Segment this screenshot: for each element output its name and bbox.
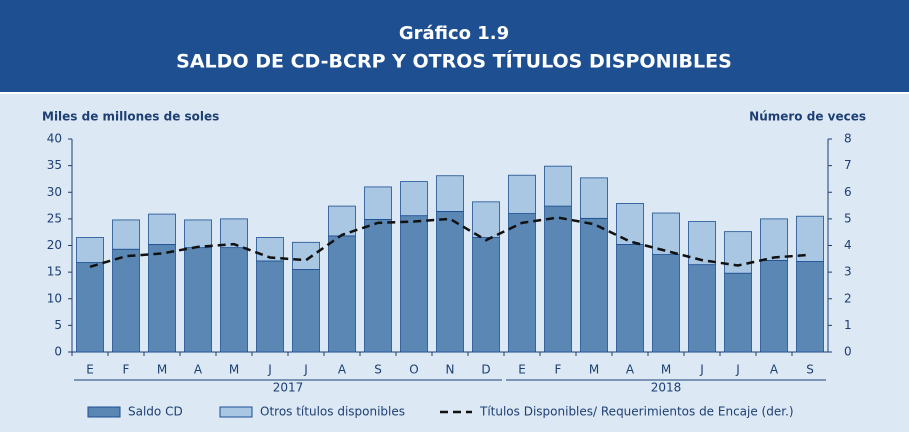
x-tick-label: J [303,363,308,377]
y-tick-label: 35 [47,158,62,172]
bar-segment [112,219,140,250]
y-tick-label: 25 [47,211,62,225]
legend-swatch [87,406,121,418]
bar-segment [400,215,428,353]
x-tick-label: F [123,363,130,377]
x-tick-label: J [267,363,272,377]
y-axis-label: Miles de millones de soles [42,110,219,124]
bar-segment [328,235,356,353]
bar-segment [616,244,644,353]
x-tick-label: F [555,363,562,377]
bar-segment [220,218,248,249]
year-label: 2017 [273,381,304,395]
bar-segment [400,181,428,217]
x-tick-label: M [589,363,599,377]
legend-swatch [219,406,253,418]
bar-segment [760,260,788,353]
bar-segment [292,269,320,353]
bar-segment [256,237,284,262]
ratio-line [89,216,811,268]
x-tick-label: M [229,363,239,377]
bar-segment [436,211,464,353]
bar-segment [796,215,824,262]
y-tick-label: 0 [54,345,62,359]
y-tick-label: 30 [47,185,62,199]
y2-tick-label: 2 [844,291,852,305]
y2-tick-label: 3 [844,265,852,279]
x-tick-label: N [446,363,455,377]
bar-segment [76,237,104,263]
bar-segment [364,186,392,220]
x-tick-label: D [481,363,490,377]
bar-segment [112,248,140,353]
x-tick-label: S [806,363,814,377]
y2-tick-label: 1 [844,318,852,332]
bar-segment [508,213,536,353]
bar-segment [544,205,572,353]
chart-subtitle: SALDO DE CD-BCRP Y OTROS TÍTULOS DISPONI… [176,50,732,73]
bar-segment [580,217,608,353]
y-tick-label: 40 [47,132,62,146]
y-tick-label: 15 [47,265,62,279]
x-tick-label: A [770,363,779,377]
y2-tick-label: 0 [844,345,852,359]
bar-segment [652,212,680,255]
y2-tick-label: 4 [844,238,852,252]
y2-tick-label: 8 [844,132,852,146]
bar-segment [364,219,392,353]
header-band [0,0,909,92]
x-tick-label: J [735,363,740,377]
bar-segment [688,264,716,353]
x-tick-label: E [518,363,526,377]
x-tick-label: O [409,363,418,377]
bar-segment [724,272,752,353]
y2-tick-label: 5 [844,211,852,225]
bar-segment [580,177,608,219]
legend-label: Títulos Disponibles/ Requerimientos de E… [479,405,794,419]
year-label: 2018 [651,381,682,395]
x-tick-label: A [338,363,347,377]
bar-segment [472,201,500,238]
bar-segment [652,254,680,353]
bar-segment [436,175,464,212]
bar-segment [76,262,104,353]
y2-axis-label: Número de veces [749,110,866,124]
y-tick-label: 5 [54,318,62,332]
bar-segment [724,231,752,274]
y2-tick-label: 7 [844,158,852,172]
x-tick-label: J [699,363,704,377]
bar-segment [796,261,824,353]
bar-segment [760,218,788,261]
x-tick-label: A [194,363,203,377]
chart-title: Gráfico 1.9 [399,23,509,44]
bar-segment [148,213,176,245]
y-tick-label: 10 [47,291,62,305]
bar-segment [148,244,176,353]
legend-label: Saldo CD [128,405,183,419]
bar-segment [184,219,212,249]
bar-segment [220,247,248,353]
x-tick-label: A [626,363,635,377]
x-tick-label: M [157,363,167,377]
legend-label: Otros títulos disponibles [260,405,405,419]
bar-segment [544,165,572,207]
bar-segment [256,260,284,353]
x-tick-label: E [86,363,94,377]
x-tick-label: M [661,363,671,377]
bar-segment [472,237,500,353]
y2-tick-label: 6 [844,185,852,199]
bar-segment [508,174,536,214]
bar-segment [292,241,320,270]
x-tick-label: S [374,363,382,377]
bar-segment [688,221,716,266]
y-tick-label: 20 [47,238,62,252]
bar-segment [184,247,212,353]
